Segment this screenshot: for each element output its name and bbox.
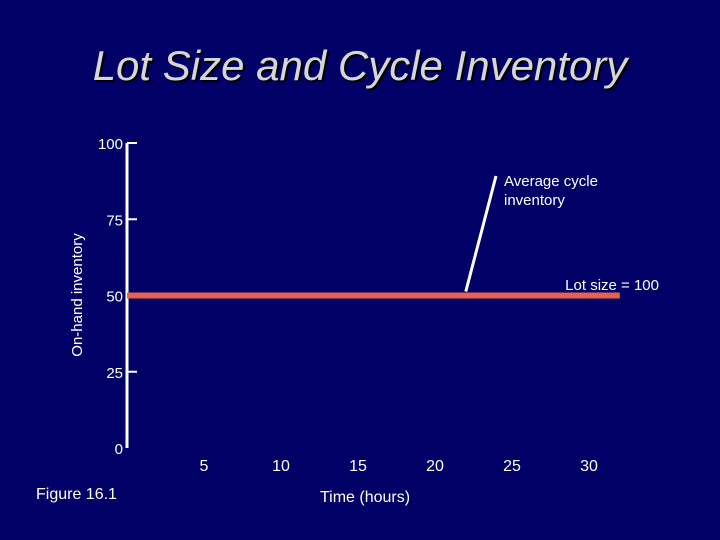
x-axis-label: Time (hours) — [320, 489, 410, 506]
y-tick-label: 50 — [106, 289, 123, 306]
chart-annotations: Average cycle inventory Lot size = 100 — [464, 173, 659, 294]
x-tick-label: 30 — [580, 458, 598, 475]
chart-ticks: 0 25 50 75 100 5 10 15 20 25 30 — [98, 136, 598, 475]
figure-label: Figure 16.1 — [36, 486, 117, 503]
annotation-lot-size: Lot size = 100 — [565, 277, 659, 294]
x-tick-label: 25 — [503, 458, 521, 475]
y-axis-label: On-hand inventory — [69, 233, 86, 357]
x-tick-label: 10 — [272, 458, 290, 475]
annotation-pointer-line — [464, 175, 498, 292]
x-tick-label: 20 — [426, 458, 444, 475]
y-tick-label: 100 — [98, 136, 123, 153]
x-tick-label: 15 — [349, 458, 367, 475]
x-tick-label: 5 — [200, 458, 209, 475]
y-tick-label: 0 — [115, 441, 123, 458]
y-tick-label: 75 — [106, 212, 123, 229]
annotation-average-cycle-inventory: Average cycle inventory — [504, 173, 598, 209]
y-tick-label: 25 — [106, 365, 123, 382]
slide-title: Lot Size and Cycle Inventory — [92, 42, 628, 89]
